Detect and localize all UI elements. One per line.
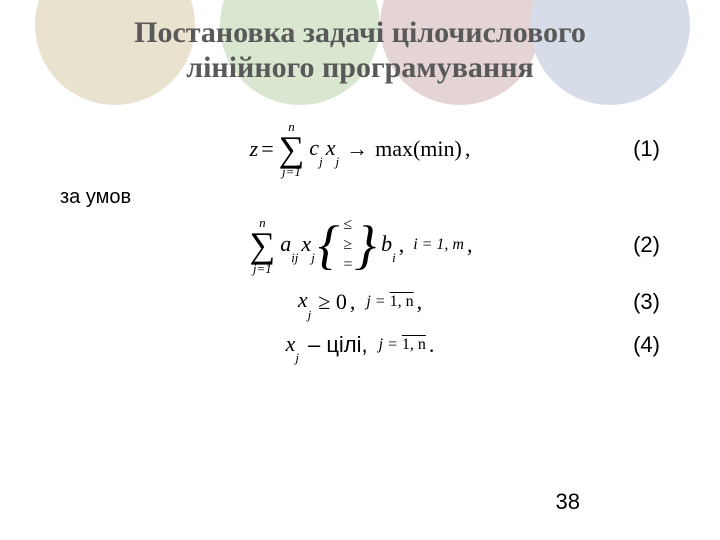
var-x: xj	[298, 287, 311, 316]
equation-3: xj ≥ 0 , j = 1, n ,	[298, 287, 422, 316]
var-x: xj	[286, 331, 299, 360]
brace-icon: {	[318, 218, 340, 272]
coef-a: aij	[280, 231, 298, 260]
eq-number-4: (4)	[633, 332, 660, 358]
coef-c: cj	[309, 135, 322, 164]
var-x: xj	[301, 231, 314, 260]
conditions-label: за умов	[60, 186, 660, 209]
body: z = n ∑ j=1 cj xj → max(min) , (1) за ум…	[60, 110, 660, 368]
period: .	[429, 332, 435, 358]
equation-3-row: xj ≥ 0 , j = 1, n , (3)	[60, 287, 660, 316]
equation-4: xj – цілі, j = 1, n .	[286, 331, 435, 360]
maxmin: max(min)	[375, 136, 462, 162]
relation-options: ≤ ≥ =	[343, 215, 352, 275]
page-number: 38	[556, 489, 580, 515]
comma: ,	[350, 289, 356, 315]
rel-eq: =	[343, 255, 352, 275]
eq-number-1: (1)	[633, 136, 660, 162]
title-line-2: лінійного програмування	[186, 51, 533, 84]
equation-2-row: n ∑ j=1 aij xj { ≤ ≥ = } bi , i = 1	[60, 215, 660, 275]
sum-symbol: n ∑ j=1	[279, 120, 305, 178]
eq-number-3: (3)	[633, 289, 660, 315]
comma: ,	[467, 232, 473, 258]
var-x: xj	[326, 135, 339, 164]
index-range: i = 1, m	[413, 236, 464, 254]
sum-symbol: n ∑ j=1	[250, 216, 276, 274]
comma: ,	[399, 232, 405, 258]
title-line-1: Постановка задачі цілочислового	[134, 16, 586, 49]
eq-number-2: (2)	[633, 232, 660, 258]
equation-1-row: z = n ∑ j=1 cj xj → max(min) , (1)	[60, 120, 660, 178]
rel-le: ≤	[343, 215, 352, 235]
index-j: j = 1, n	[379, 336, 426, 354]
index-j: j = 1, n	[366, 293, 413, 311]
sigma-icon: ∑	[250, 229, 276, 261]
sigma-icon: ∑	[279, 133, 305, 165]
comma: ,	[417, 289, 423, 315]
slide: Постановка задачі цілочислового лінійног…	[0, 0, 720, 540]
sum-lower: j=1	[253, 262, 272, 275]
ge-zero: ≥ 0	[318, 289, 347, 315]
relation-brace: { ≤ ≥ = }	[318, 215, 378, 275]
sum-lower: j=1	[282, 165, 301, 178]
integer-label: – цілі,	[308, 332, 368, 358]
equation-2: n ∑ j=1 aij xj { ≤ ≥ = } bi , i = 1	[248, 215, 473, 275]
rel-ge: ≥	[343, 235, 352, 255]
page-title: Постановка задачі цілочислового лінійног…	[0, 15, 720, 86]
equation-1: z = n ∑ j=1 cj xj → max(min) ,	[250, 120, 471, 178]
comma: ,	[465, 136, 471, 162]
brace-close-icon: }	[354, 218, 376, 272]
equals: =	[261, 136, 273, 162]
rhs-b: bi	[381, 231, 396, 260]
arrow-icon: →	[346, 136, 368, 162]
var-z: z	[250, 136, 259, 162]
equation-4-row: xj – цілі, j = 1, n . (4)	[60, 331, 660, 360]
